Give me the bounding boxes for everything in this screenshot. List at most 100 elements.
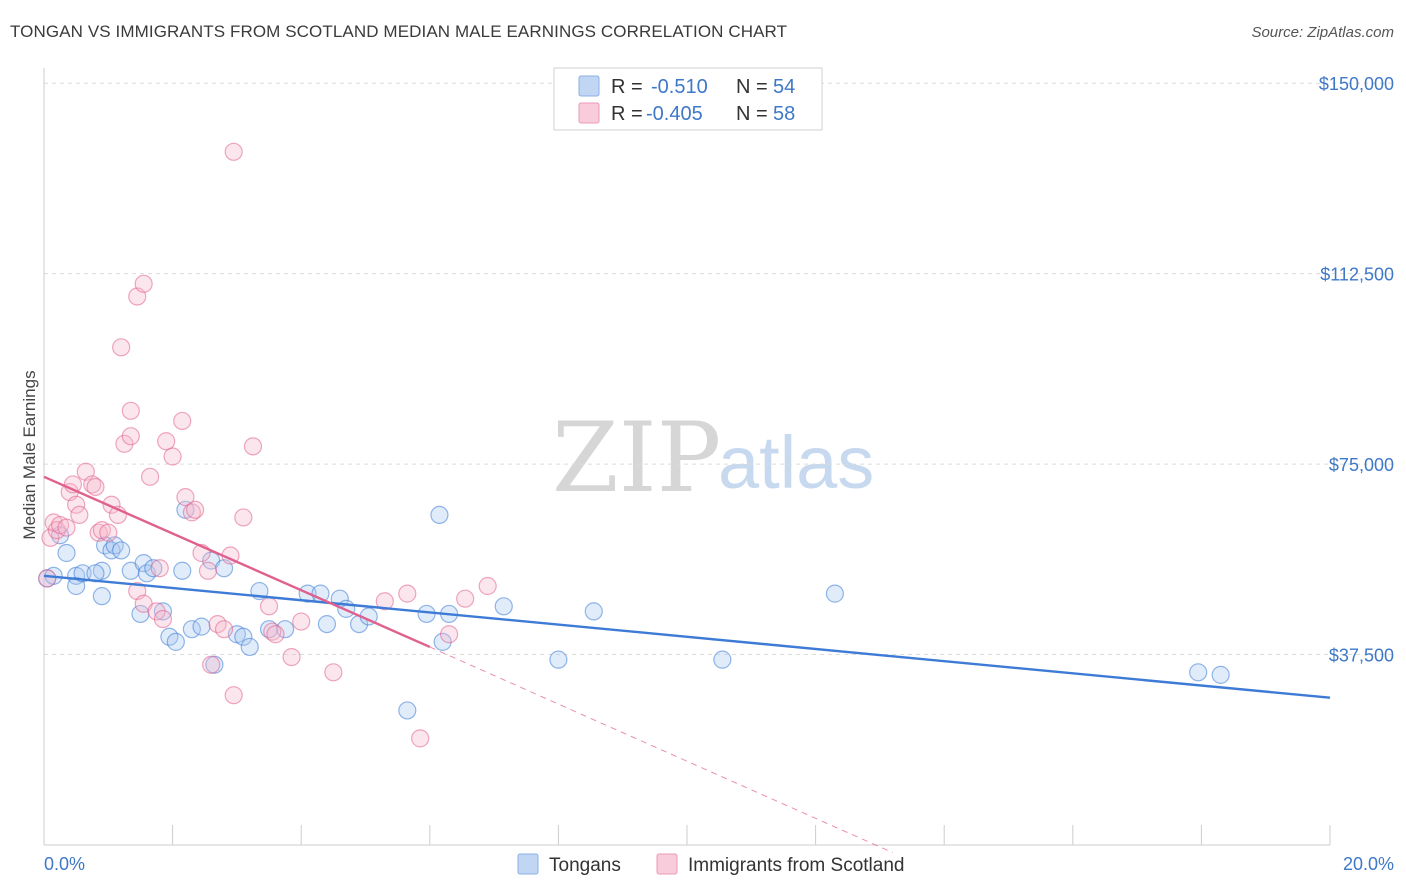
y-tick-label-3: $150,000 (1319, 74, 1394, 94)
point-scotland-53 (411, 729, 430, 748)
bottom-legend-label-tongans: Tongans (549, 855, 621, 876)
point-scotland-32 (176, 488, 195, 507)
point-tongans-36 (317, 614, 337, 634)
point-scotland-15 (99, 523, 118, 542)
x-tick-label-max: 20.0% (1343, 854, 1394, 874)
point-scotland-52 (398, 584, 417, 603)
legend-r-value-tongans: -0.510 (651, 76, 708, 98)
point-tongans-22 (173, 561, 192, 580)
point-tongans-19 (153, 602, 173, 621)
watermark-atlas: atlas (718, 421, 874, 504)
point-scotland-28 (153, 609, 173, 629)
point-scotland-51 (375, 592, 394, 611)
point-scotland-39 (214, 620, 234, 639)
point-scotland-57 (150, 559, 169, 578)
point-tongans-53 (1211, 665, 1230, 684)
watermark: ZIP atlas (552, 402, 874, 514)
data-series (38, 142, 1331, 854)
point-scotland-31 (173, 411, 192, 431)
point-scotland-49 (292, 612, 311, 631)
point-scotland-18 (115, 434, 134, 453)
point-tongans-3 (57, 543, 76, 563)
point-scotland-9 (70, 505, 89, 525)
y-tick-label-0: $37,500 (1329, 646, 1394, 666)
point-scotland-34 (186, 500, 205, 519)
y-axis-label: Median Male Earnings (20, 370, 39, 539)
point-tongans-52 (1189, 663, 1208, 682)
point-scotland-41 (224, 686, 243, 705)
legend-n-value-scotland: 58 (773, 103, 795, 125)
legend-r-label-scotland: R = (611, 103, 643, 125)
point-scotland-0 (38, 569, 57, 588)
chart-title: TONGAN VS IMMIGRANTS FROM SCOTLAND MEDIA… (10, 22, 788, 41)
point-scotland-43 (234, 508, 253, 527)
point-scotland-48 (282, 647, 301, 667)
point-tongans-30 (234, 627, 253, 646)
trend-line-scotland (43, 475, 431, 649)
series-legend: Tongans Immigrants from Scotland (517, 853, 904, 876)
bottom-legend-swatch-scotland (656, 853, 678, 875)
point-scotland-56 (478, 576, 497, 596)
point-scotland-33 (182, 503, 201, 522)
point-scotland-26 (140, 467, 160, 486)
point-scotland-20 (112, 338, 131, 357)
point-scotland-8 (67, 495, 86, 514)
point-scotland-1 (41, 528, 60, 547)
point-tongans-8 (73, 564, 92, 583)
point-tongans-43 (417, 604, 436, 624)
y-tick-label-2: $112,500 (1320, 265, 1394, 285)
legend-swatch-scotland (578, 102, 600, 124)
x-tick-label-min: 0.0% (44, 854, 85, 874)
point-tongans-25 (192, 617, 211, 636)
point-scotland-45 (259, 597, 279, 616)
point-tongans-13 (112, 541, 131, 560)
x-ticks (43, 825, 1331, 845)
point-tongans-17 (144, 559, 163, 578)
point-tongans-7 (92, 587, 111, 606)
grid-lines (44, 82, 1392, 656)
point-tongans-49 (584, 602, 603, 621)
point-tongans-11 (102, 541, 121, 560)
point-tongans-15 (134, 554, 153, 573)
point-scotland-13 (89, 523, 108, 542)
legend-n-label-scotland: N = (736, 103, 768, 125)
point-scotland-30 (163, 447, 182, 466)
legend-r-label-tongans: R = (611, 76, 643, 98)
point-scotland-36 (198, 561, 218, 580)
point-scotland-21 (121, 401, 140, 420)
bottom-legend-swatch-tongans (517, 853, 539, 875)
point-tongans-50 (713, 650, 732, 669)
point-scotland-37 (202, 655, 221, 674)
point-scotland-23 (134, 274, 153, 293)
point-scotland-29 (157, 432, 176, 451)
point-tongans-47 (494, 597, 513, 616)
point-tongans-51 (825, 584, 844, 603)
point-scotland-47 (266, 625, 285, 644)
point-scotland-50 (324, 663, 343, 682)
watermark-zip: ZIP (552, 402, 721, 514)
y-tick-label-1: $75,000 (1329, 455, 1394, 475)
point-tongans-42 (398, 701, 417, 720)
point-scotland-44 (243, 437, 263, 456)
point-tongans-31 (240, 637, 259, 657)
point-scotland-19 (121, 427, 140, 446)
point-tongans-44 (433, 632, 452, 651)
point-scotland-12 (86, 477, 105, 497)
legend-swatch-tongans (578, 75, 600, 97)
stats-legend: R = -0.510 N = 54 R = -0.405 N = 58 (553, 67, 823, 131)
y-tick-labels: $37,500 $75,000 $112,500 $150,000 (1319, 74, 1394, 665)
point-tongans-45 (430, 505, 449, 525)
series-tongans (38, 500, 1230, 720)
point-scotland-27 (147, 602, 166, 621)
legend-r-value-scotland: -0.405 (646, 103, 703, 125)
point-scotland-11 (83, 475, 102, 494)
point-tongans-21 (166, 632, 185, 651)
trend-line-tongans (43, 574, 1331, 699)
point-scotland-5 (57, 518, 76, 537)
legend-n-value-tongans: 54 (773, 76, 795, 98)
legend-n-label-tongans: N = (736, 76, 768, 98)
point-tongans-48 (549, 650, 568, 669)
bottom-legend-label-scotland: Immigrants from Scotland (688, 855, 904, 876)
source-credit: Source: ZipAtlas.com (1251, 24, 1394, 41)
